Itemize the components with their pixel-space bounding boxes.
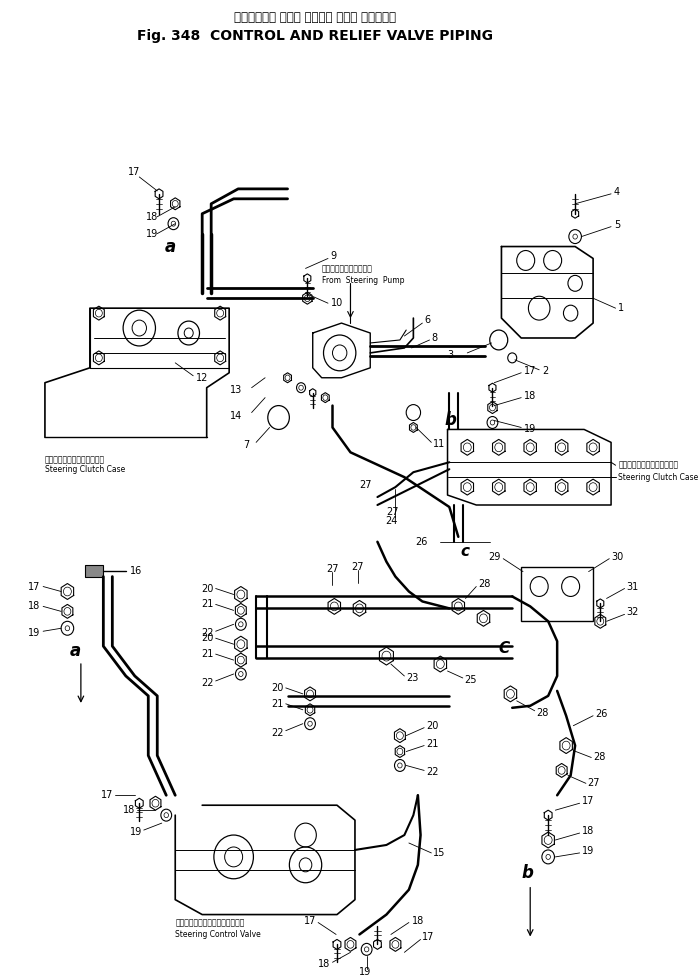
Text: 19: 19 [358, 967, 371, 977]
Text: 21: 21 [426, 739, 438, 748]
Text: 27: 27 [326, 564, 339, 573]
Text: 23: 23 [406, 673, 419, 683]
Text: 22: 22 [202, 628, 214, 638]
Text: 8: 8 [431, 333, 438, 343]
Text: 20: 20 [202, 583, 214, 593]
Text: 1: 1 [618, 303, 624, 314]
Text: 2: 2 [542, 365, 548, 376]
Text: 22: 22 [426, 767, 438, 778]
Text: 26: 26 [415, 536, 428, 547]
Text: 17: 17 [582, 796, 595, 806]
Text: 7: 7 [244, 441, 250, 450]
Bar [85, 565, 104, 576]
Text: 22: 22 [202, 678, 214, 688]
Text: 28: 28 [593, 752, 606, 762]
Text: 26: 26 [595, 708, 608, 719]
Text: C: C [498, 641, 510, 656]
Text: 18: 18 [524, 391, 536, 401]
Bar [522, 567, 593, 621]
Text: b: b [522, 864, 533, 882]
Text: 27: 27 [386, 507, 399, 517]
Text: 28: 28 [478, 578, 491, 588]
Text: 21: 21 [202, 649, 214, 659]
Text: 27: 27 [588, 779, 600, 788]
Text: コントロール および リリーフ バルブ パイピング: コントロール および リリーフ バルブ パイピング [234, 12, 396, 24]
Text: 14: 14 [230, 410, 243, 420]
Text: a: a [70, 642, 81, 660]
Text: 18: 18 [146, 212, 158, 222]
Text: ステアリングポンプから: ステアリングポンプから [322, 264, 372, 273]
Text: Steering Clutch Case: Steering Clutch Case [618, 473, 699, 482]
Text: 17: 17 [101, 790, 113, 800]
Text: 4: 4 [614, 187, 620, 196]
Text: 21: 21 [202, 600, 214, 610]
Text: 19: 19 [28, 628, 41, 638]
Text: 17: 17 [524, 365, 536, 376]
Text: 32: 32 [626, 608, 638, 617]
Text: Steering Clutch Case: Steering Clutch Case [45, 465, 125, 474]
Text: ステアリングクラッチケース: ステアリングクラッチケース [45, 455, 105, 464]
Text: 19: 19 [146, 229, 158, 238]
Text: 22: 22 [272, 728, 284, 738]
Text: 18: 18 [28, 602, 41, 612]
Text: ステアリングクラッチケース: ステアリングクラッチケース [618, 461, 678, 470]
Text: 16: 16 [130, 566, 143, 575]
Text: 31: 31 [626, 581, 638, 591]
Text: Fig. 348  CONTROL AND RELIEF VALVE PIPING: Fig. 348 CONTROL AND RELIEF VALVE PIPING [136, 28, 493, 43]
Text: 11: 11 [433, 440, 445, 449]
Text: a: a [164, 237, 176, 256]
Text: From  Steering  Pump: From Steering Pump [322, 276, 404, 285]
Text: 18: 18 [412, 915, 424, 925]
Text: 3: 3 [448, 350, 454, 360]
Text: 21: 21 [272, 699, 284, 709]
Text: Steering Control Valve: Steering Control Valve [175, 930, 261, 939]
Text: 18: 18 [123, 805, 136, 815]
Text: 25: 25 [465, 675, 477, 685]
Text: 15: 15 [433, 848, 445, 858]
Text: 20: 20 [202, 633, 214, 643]
Text: 9: 9 [330, 251, 337, 262]
Text: 17: 17 [422, 932, 435, 943]
Text: 27: 27 [351, 562, 364, 572]
Text: 17: 17 [304, 915, 316, 925]
Text: 20: 20 [426, 721, 438, 731]
Text: 28: 28 [536, 707, 549, 718]
Text: 6: 6 [424, 316, 430, 325]
Text: 29: 29 [488, 552, 500, 562]
Text: 12: 12 [196, 373, 209, 383]
Text: 5: 5 [614, 220, 620, 230]
Text: 13: 13 [230, 385, 243, 395]
Text: 17: 17 [127, 167, 140, 177]
Text: ステアリングコントロールバルブ: ステアリングコントロールバルブ [175, 918, 244, 927]
Text: 20: 20 [272, 683, 284, 693]
Text: c: c [460, 544, 469, 559]
Text: 19: 19 [130, 828, 142, 837]
Text: 10: 10 [330, 298, 343, 308]
Text: 18: 18 [582, 827, 594, 836]
Text: 24: 24 [386, 516, 398, 526]
Text: 18: 18 [318, 959, 330, 969]
Text: b: b [444, 410, 456, 429]
Text: 17: 17 [28, 581, 41, 591]
Text: 27: 27 [360, 480, 372, 490]
Text: 19: 19 [524, 424, 536, 435]
Text: 30: 30 [611, 552, 623, 562]
Text: 19: 19 [582, 846, 594, 856]
